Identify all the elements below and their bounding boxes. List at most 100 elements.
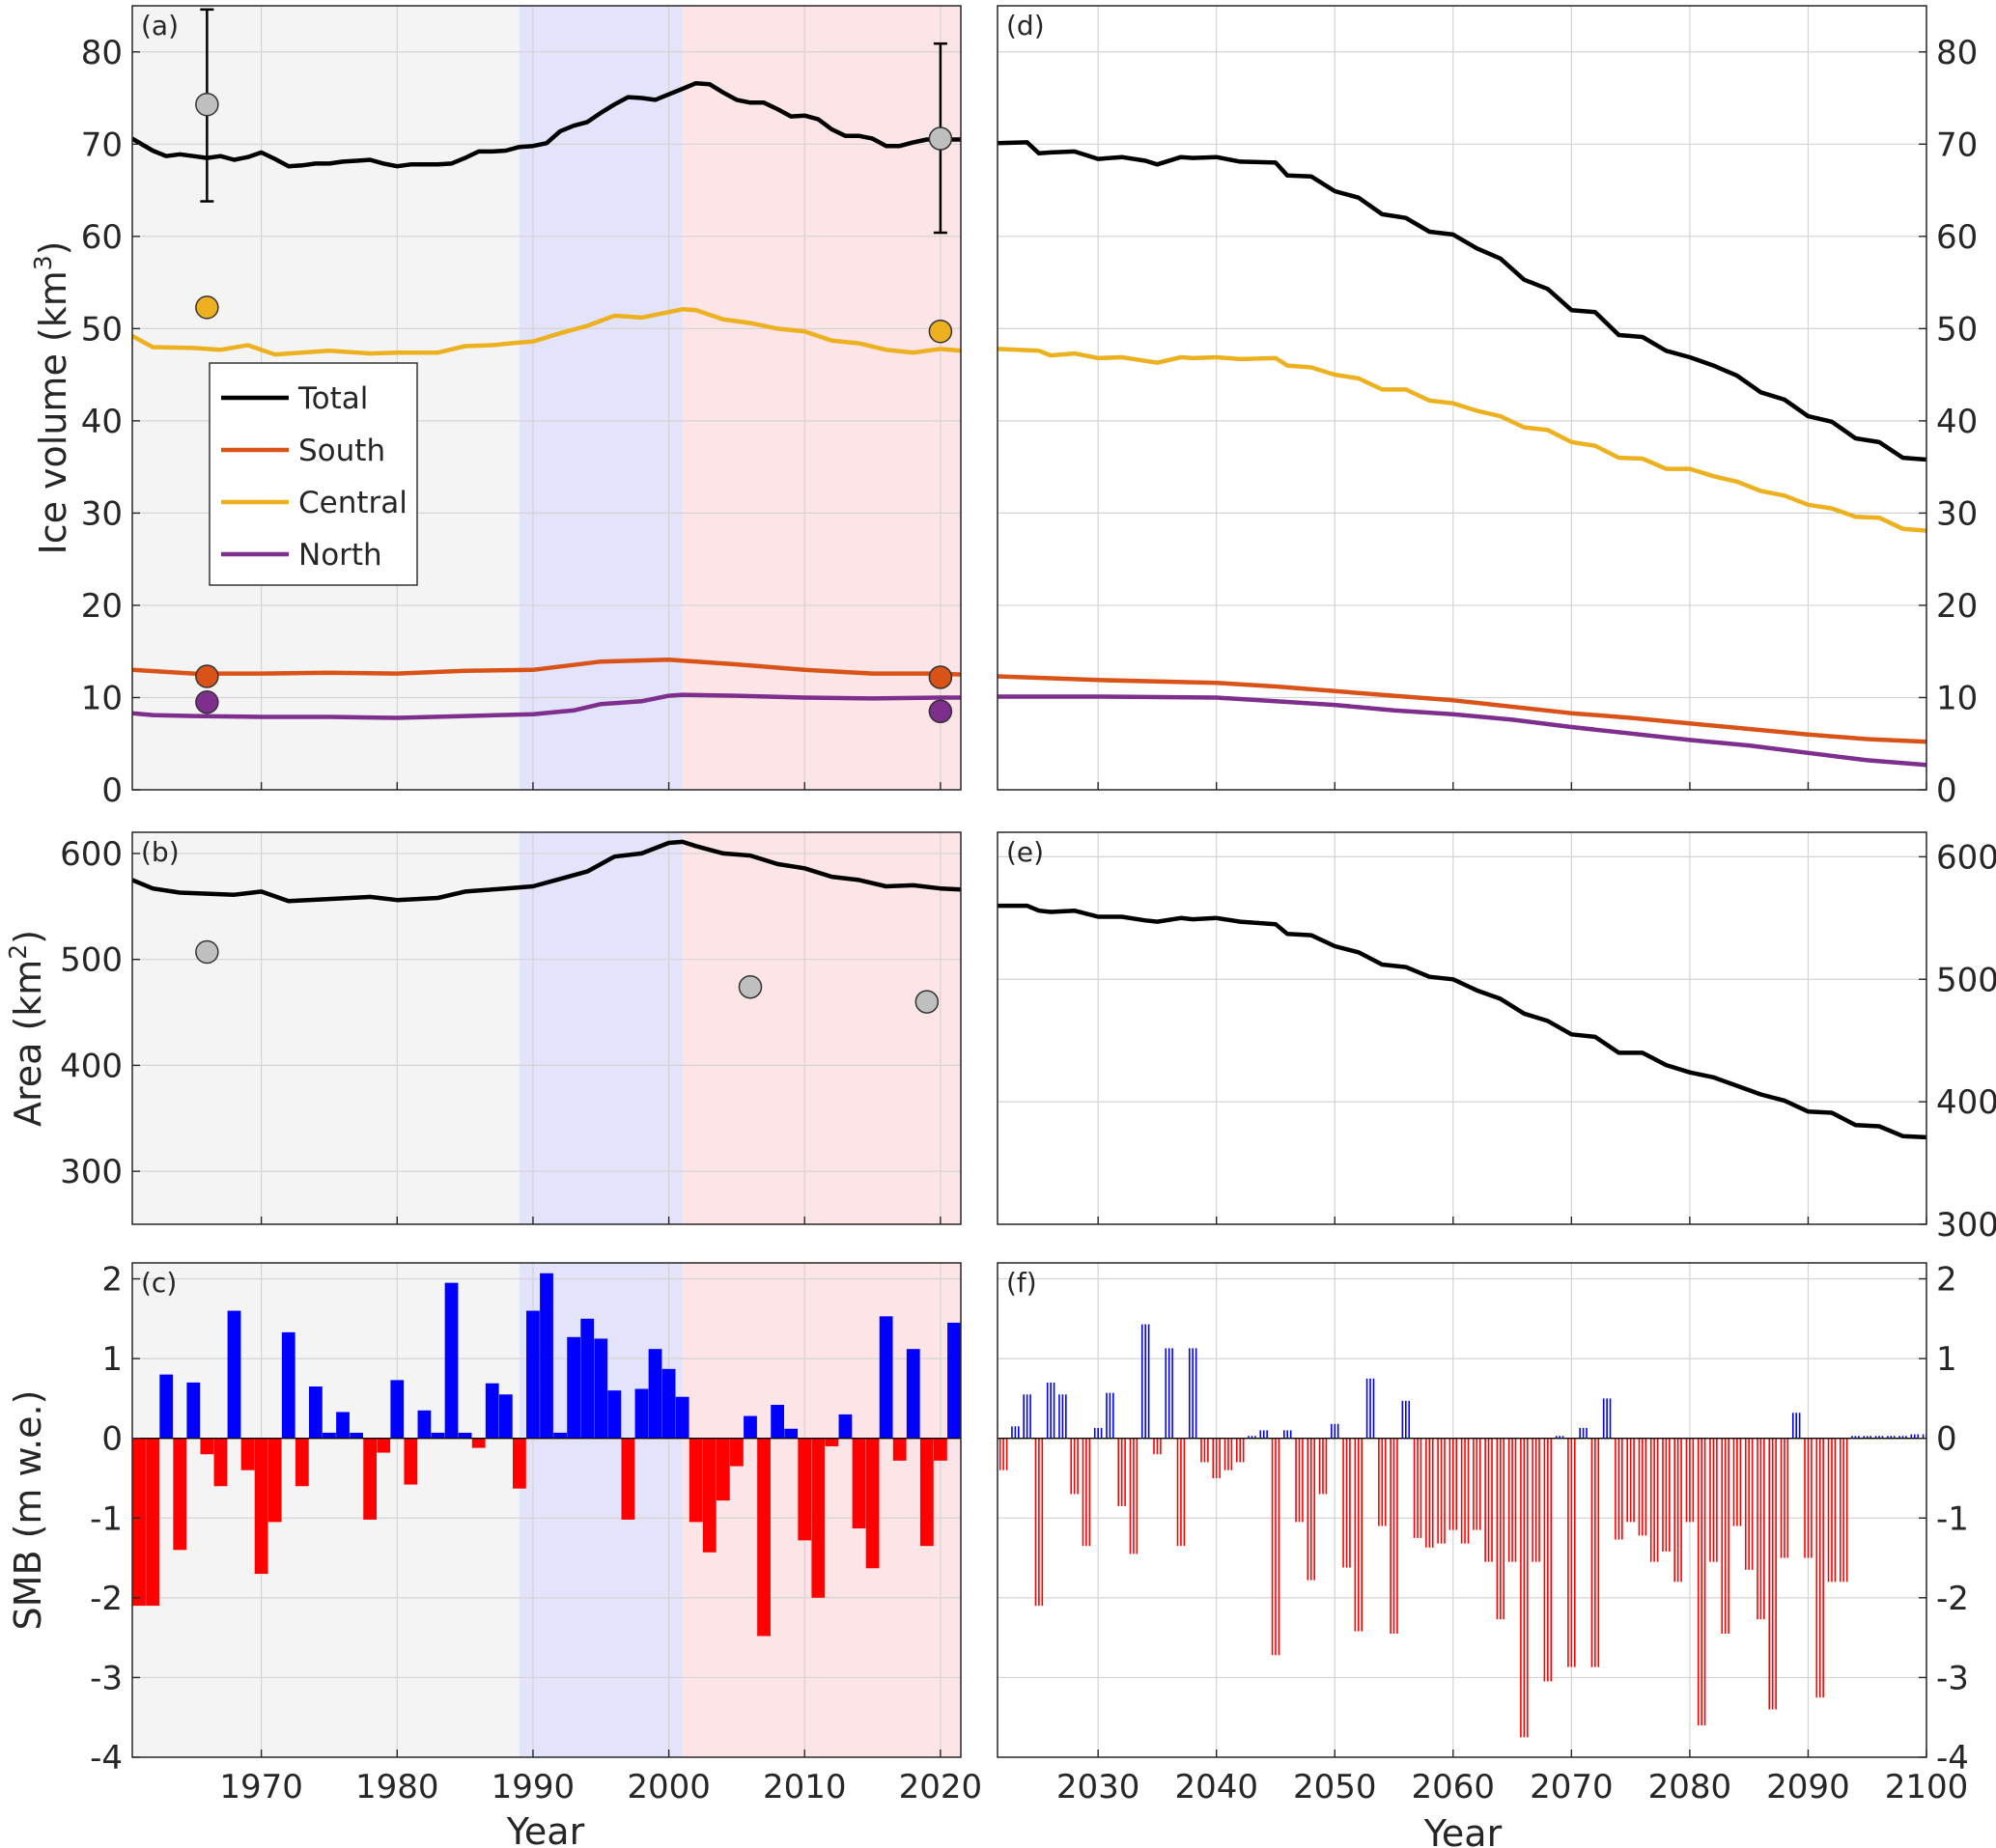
y-tick-label: 600 bbox=[1936, 838, 1996, 877]
x-tick-label: 2010 bbox=[763, 1768, 847, 1806]
legend-entry-total: Total bbox=[221, 381, 368, 416]
y-tick-label: 400 bbox=[1936, 1083, 1996, 1122]
x-tick-label: 2070 bbox=[1530, 1768, 1614, 1806]
smb-bar bbox=[295, 1438, 309, 1487]
y-tick-label: 80 bbox=[81, 34, 123, 72]
series-north bbox=[998, 694, 1926, 768]
y-tick-label: -2 bbox=[1936, 1580, 1969, 1618]
smb-bar bbox=[594, 1338, 608, 1439]
smb-bar bbox=[621, 1438, 635, 1520]
smb-bar bbox=[390, 1380, 405, 1439]
panel-label: (b) bbox=[141, 836, 180, 868]
legend-label: Total bbox=[297, 381, 368, 416]
smb-bar bbox=[1106, 1392, 1114, 1439]
smb-bar bbox=[947, 1322, 961, 1439]
smb-bar bbox=[1827, 1438, 1837, 1582]
panel-b: 300 400 500 600 (b) Area (km2) bbox=[4, 831, 962, 1225]
obs-point-south bbox=[195, 664, 219, 688]
series-central bbox=[998, 347, 1926, 533]
y-ticks: 0 10 20 30 40 50 60 70 80 bbox=[81, 34, 140, 810]
smb-bar bbox=[146, 1438, 159, 1607]
smb-bar bbox=[1378, 1438, 1387, 1526]
period-band-2 bbox=[682, 6, 961, 790]
obs-point-north bbox=[195, 689, 219, 714]
smb-bar bbox=[934, 1438, 947, 1461]
x-ticks: 1970 1980 1990 2000 2010 2020 bbox=[219, 1750, 982, 1806]
smb-bar bbox=[1615, 1438, 1623, 1540]
smb-bar bbox=[485, 1383, 499, 1439]
y-tick-label: 1 bbox=[101, 1340, 123, 1379]
legend-label: Central bbox=[298, 486, 408, 520]
smb-bar bbox=[811, 1438, 826, 1598]
panel-label: (e) bbox=[1006, 836, 1044, 868]
y-axis-label: Ice volume (km3) bbox=[29, 241, 74, 555]
series-total bbox=[998, 903, 1926, 1140]
y-tick-label: 40 bbox=[81, 403, 123, 441]
y-tick-label: 80 bbox=[1936, 34, 1978, 72]
smb-bar bbox=[323, 1432, 336, 1439]
smb-bar bbox=[1188, 1348, 1197, 1439]
smb-bar bbox=[1839, 1438, 1848, 1582]
y-ticks: -4 -3 -2 -1 0 1 2 bbox=[1919, 1261, 1969, 1778]
y-ticks: 300 400 500 600 bbox=[1919, 838, 1996, 1245]
smb-bar bbox=[838, 1414, 853, 1439]
x-tick-label: 1990 bbox=[492, 1768, 576, 1806]
x-tick-label: 2030 bbox=[1056, 1768, 1140, 1806]
y-tick-label: 40 bbox=[1936, 403, 1978, 441]
y-tick-label: -3 bbox=[90, 1659, 123, 1697]
axes-frame bbox=[997, 831, 1927, 1225]
smb-bar bbox=[1638, 1438, 1647, 1536]
smb-bar bbox=[336, 1412, 350, 1439]
smb-bar bbox=[1271, 1438, 1280, 1656]
x-tick-label: 2040 bbox=[1174, 1768, 1258, 1806]
smb-bar bbox=[675, 1396, 689, 1439]
x-ticks bbox=[1097, 1217, 1927, 1224]
y-tick-label: 500 bbox=[1936, 961, 1996, 999]
y-axis-label: SMB (m w.e.) bbox=[7, 1390, 49, 1631]
obs-point-north bbox=[928, 699, 953, 724]
smb-bar bbox=[1425, 1438, 1434, 1548]
y-tick-label: 400 bbox=[60, 1047, 123, 1085]
smb-bar bbox=[1200, 1438, 1209, 1463]
y-tick-label: 10 bbox=[81, 679, 123, 717]
smb-bar bbox=[648, 1349, 662, 1439]
smb-bar bbox=[730, 1438, 744, 1467]
smb-bar bbox=[689, 1438, 703, 1523]
smb-bar bbox=[281, 1331, 295, 1439]
x-ticks: 2030 2040 2050 2060 2070 2080 2090 2100 bbox=[1056, 1750, 1968, 1806]
obs-point-central bbox=[195, 295, 219, 320]
smb-bar bbox=[634, 1388, 649, 1439]
y-tick-label: 20 bbox=[81, 587, 123, 626]
smb-bar bbox=[716, 1438, 730, 1501]
legend: Total South Central North bbox=[209, 362, 418, 586]
smb-bar bbox=[1520, 1438, 1529, 1738]
legend-entry-north: North bbox=[221, 538, 382, 573]
y-tick-label: 30 bbox=[1936, 494, 1978, 533]
y-tick-label: 600 bbox=[60, 835, 123, 874]
panel-d: 0 10 20 30 40 50 60 70 80 (d) bbox=[997, 5, 1978, 810]
y-tick-label: 60 bbox=[1936, 218, 1978, 257]
smb-bar bbox=[1153, 1438, 1162, 1455]
legend-label: North bbox=[298, 538, 382, 573]
y-tick-label: 70 bbox=[1936, 126, 1978, 164]
smb-bar bbox=[526, 1310, 540, 1439]
x-ticks bbox=[260, 1217, 942, 1224]
smb-bar bbox=[404, 1438, 418, 1485]
y-tick-label: -4 bbox=[1936, 1739, 1969, 1778]
y-tick-label: -1 bbox=[90, 1499, 123, 1538]
smb-bar bbox=[498, 1394, 513, 1439]
smb-bar bbox=[540, 1273, 553, 1439]
smb-bar bbox=[1011, 1426, 1020, 1439]
y-tick-label: 70 bbox=[81, 126, 123, 164]
obs-point-obs bbox=[195, 939, 219, 965]
smb-bar bbox=[1590, 1438, 1600, 1667]
smb-bar bbox=[267, 1438, 282, 1523]
smb-bar bbox=[1318, 1438, 1328, 1495]
plot-area bbox=[998, 6, 1926, 790]
smb-bar bbox=[1815, 1438, 1824, 1698]
smb-bar bbox=[580, 1318, 595, 1439]
smb-bar bbox=[1176, 1438, 1186, 1547]
x-tick-label: 1970 bbox=[219, 1768, 303, 1806]
smb-bar bbox=[1484, 1438, 1493, 1562]
